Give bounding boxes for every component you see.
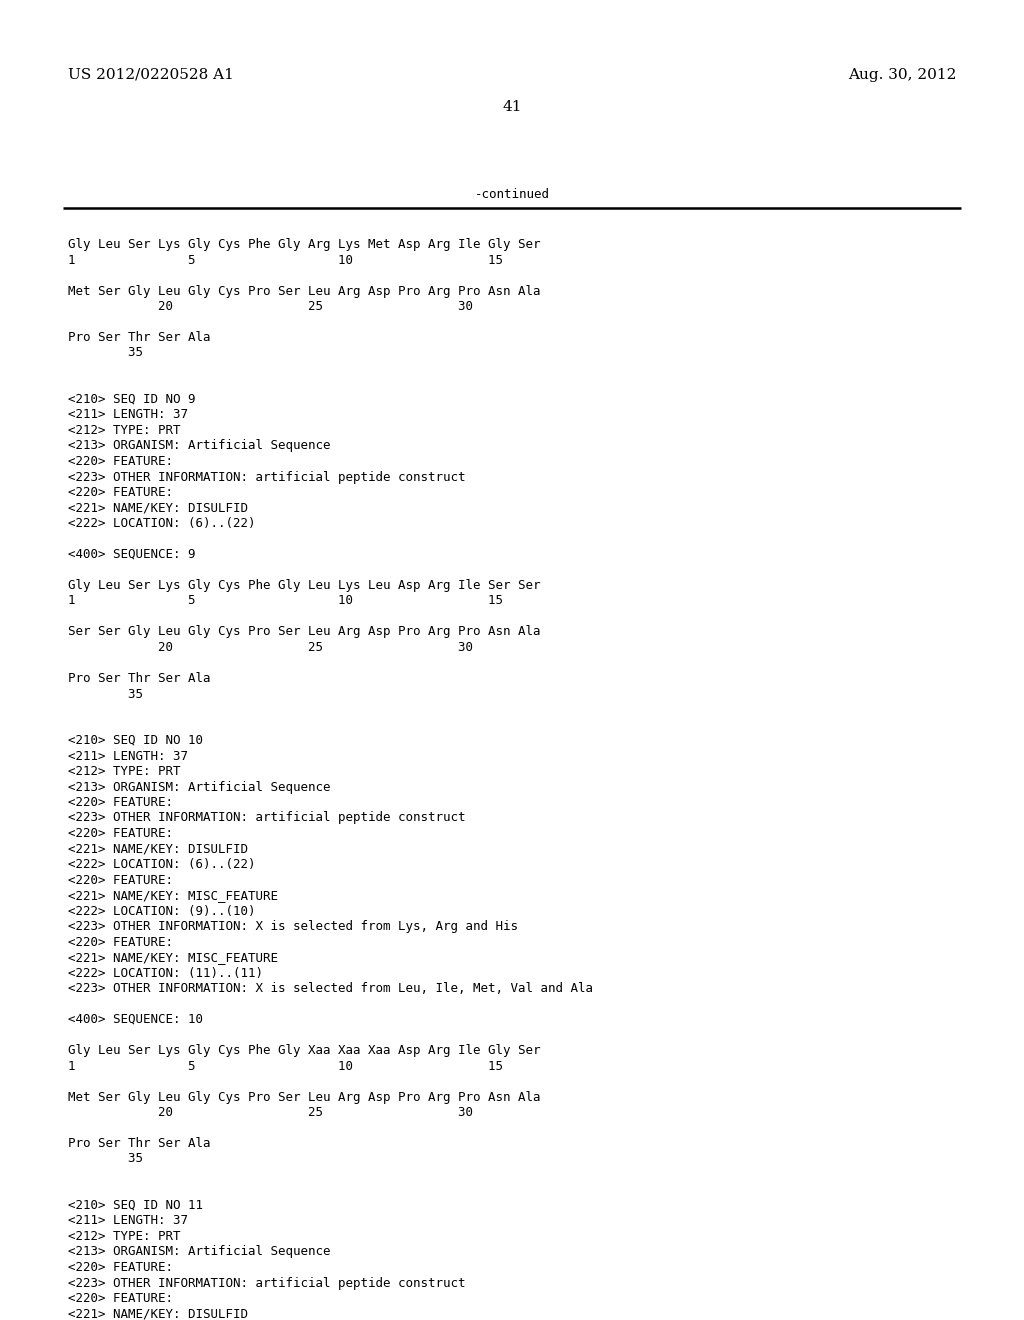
- Text: <220> FEATURE:: <220> FEATURE:: [68, 455, 173, 469]
- Text: <221> NAME/KEY: DISULFID: <221> NAME/KEY: DISULFID: [68, 502, 248, 515]
- Text: <213> ORGANISM: Artificial Sequence: <213> ORGANISM: Artificial Sequence: [68, 780, 331, 793]
- Text: <213> ORGANISM: Artificial Sequence: <213> ORGANISM: Artificial Sequence: [68, 1246, 331, 1258]
- Text: 20                  25                  30: 20 25 30: [68, 642, 473, 653]
- Text: Met Ser Gly Leu Gly Cys Pro Ser Leu Arg Asp Pro Arg Pro Asn Ala: Met Ser Gly Leu Gly Cys Pro Ser Leu Arg …: [68, 285, 541, 297]
- Text: 1               5                   10                  15: 1 5 10 15: [68, 1060, 503, 1072]
- Text: <220> FEATURE:: <220> FEATURE:: [68, 1292, 173, 1305]
- Text: <220> FEATURE:: <220> FEATURE:: [68, 796, 173, 809]
- Text: <223> OTHER INFORMATION: artificial peptide construct: <223> OTHER INFORMATION: artificial pept…: [68, 812, 466, 825]
- Text: <212> TYPE: PRT: <212> TYPE: PRT: [68, 1230, 180, 1243]
- Text: 20                  25                  30: 20 25 30: [68, 300, 473, 313]
- Text: <220> FEATURE:: <220> FEATURE:: [68, 828, 173, 840]
- Text: 35: 35: [68, 346, 143, 359]
- Text: Aug. 30, 2012: Aug. 30, 2012: [848, 69, 956, 82]
- Text: Pro Ser Thr Ser Ala: Pro Ser Thr Ser Ala: [68, 672, 211, 685]
- Text: <400> SEQUENCE: 10: <400> SEQUENCE: 10: [68, 1012, 203, 1026]
- Text: <210> SEQ ID NO 11: <210> SEQ ID NO 11: [68, 1199, 203, 1212]
- Text: <220> FEATURE:: <220> FEATURE:: [68, 936, 173, 949]
- Text: Gly Leu Ser Lys Gly Cys Phe Gly Arg Lys Met Asp Arg Ile Gly Ser: Gly Leu Ser Lys Gly Cys Phe Gly Arg Lys …: [68, 238, 541, 251]
- Text: <221> NAME/KEY: MISC_FEATURE: <221> NAME/KEY: MISC_FEATURE: [68, 950, 278, 964]
- Text: 35: 35: [68, 1152, 143, 1166]
- Text: 35: 35: [68, 688, 143, 701]
- Text: Pro Ser Thr Ser Ala: Pro Ser Thr Ser Ala: [68, 331, 211, 345]
- Text: <223> OTHER INFORMATION: artificial peptide construct: <223> OTHER INFORMATION: artificial pept…: [68, 1276, 466, 1290]
- Text: Gly Leu Ser Lys Gly Cys Phe Gly Leu Lys Leu Asp Arg Ile Ser Ser: Gly Leu Ser Lys Gly Cys Phe Gly Leu Lys …: [68, 579, 541, 591]
- Text: <220> FEATURE:: <220> FEATURE:: [68, 486, 173, 499]
- Text: Pro Ser Thr Ser Ala: Pro Ser Thr Ser Ala: [68, 1137, 211, 1150]
- Text: <211> LENGTH: 37: <211> LENGTH: 37: [68, 1214, 188, 1228]
- Text: 20                  25                  30: 20 25 30: [68, 1106, 473, 1119]
- Text: <211> LENGTH: 37: <211> LENGTH: 37: [68, 750, 188, 763]
- Text: <213> ORGANISM: Artificial Sequence: <213> ORGANISM: Artificial Sequence: [68, 440, 331, 453]
- Text: 41: 41: [502, 100, 522, 114]
- Text: <212> TYPE: PRT: <212> TYPE: PRT: [68, 766, 180, 777]
- Text: <222> LOCATION: (9)..(10): <222> LOCATION: (9)..(10): [68, 904, 256, 917]
- Text: 1               5                   10                  15: 1 5 10 15: [68, 594, 503, 607]
- Text: <211> LENGTH: 37: <211> LENGTH: 37: [68, 408, 188, 421]
- Text: Gly Leu Ser Lys Gly Cys Phe Gly Xaa Xaa Xaa Asp Arg Ile Gly Ser: Gly Leu Ser Lys Gly Cys Phe Gly Xaa Xaa …: [68, 1044, 541, 1057]
- Text: 1               5                   10                  15: 1 5 10 15: [68, 253, 503, 267]
- Text: -continued: -continued: [474, 187, 550, 201]
- Text: <210> SEQ ID NO 9: <210> SEQ ID NO 9: [68, 393, 196, 407]
- Text: <223> OTHER INFORMATION: X is selected from Lys, Arg and His: <223> OTHER INFORMATION: X is selected f…: [68, 920, 518, 933]
- Text: <221> NAME/KEY: MISC_FEATURE: <221> NAME/KEY: MISC_FEATURE: [68, 888, 278, 902]
- Text: <212> TYPE: PRT: <212> TYPE: PRT: [68, 424, 180, 437]
- Text: <221> NAME/KEY: DISULFID: <221> NAME/KEY: DISULFID: [68, 1308, 248, 1320]
- Text: <222> LOCATION: (6)..(22): <222> LOCATION: (6)..(22): [68, 517, 256, 531]
- Text: <220> FEATURE:: <220> FEATURE:: [68, 1261, 173, 1274]
- Text: <400> SEQUENCE: 9: <400> SEQUENCE: 9: [68, 548, 196, 561]
- Text: Met Ser Gly Leu Gly Cys Pro Ser Leu Arg Asp Pro Arg Pro Asn Ala: Met Ser Gly Leu Gly Cys Pro Ser Leu Arg …: [68, 1090, 541, 1104]
- Text: US 2012/0220528 A1: US 2012/0220528 A1: [68, 69, 233, 82]
- Text: <223> OTHER INFORMATION: X is selected from Leu, Ile, Met, Val and Ala: <223> OTHER INFORMATION: X is selected f…: [68, 982, 593, 995]
- Text: <223> OTHER INFORMATION: artificial peptide construct: <223> OTHER INFORMATION: artificial pept…: [68, 470, 466, 483]
- Text: Ser Ser Gly Leu Gly Cys Pro Ser Leu Arg Asp Pro Arg Pro Asn Ala: Ser Ser Gly Leu Gly Cys Pro Ser Leu Arg …: [68, 626, 541, 639]
- Text: <222> LOCATION: (6)..(22): <222> LOCATION: (6)..(22): [68, 858, 256, 871]
- Text: <210> SEQ ID NO 10: <210> SEQ ID NO 10: [68, 734, 203, 747]
- Text: <222> LOCATION: (11)..(11): <222> LOCATION: (11)..(11): [68, 966, 263, 979]
- Text: <221> NAME/KEY: DISULFID: <221> NAME/KEY: DISULFID: [68, 842, 248, 855]
- Text: <220> FEATURE:: <220> FEATURE:: [68, 874, 173, 887]
